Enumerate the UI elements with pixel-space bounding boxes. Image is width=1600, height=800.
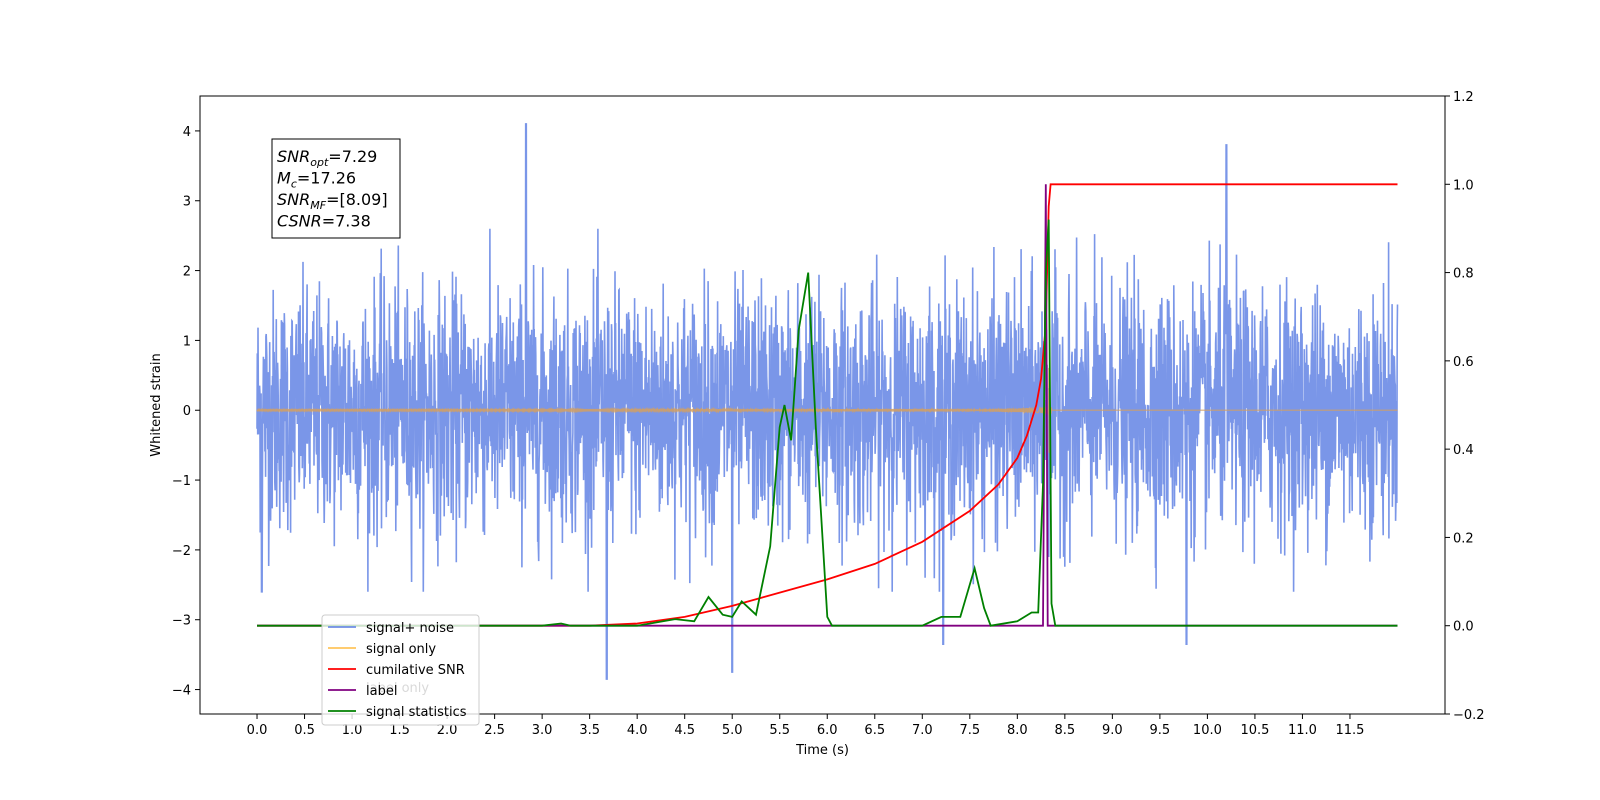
x-tick-label: 6.5	[864, 723, 885, 738]
x-tick-label: 5.0	[722, 723, 743, 738]
x-tick-label: 5.5	[769, 723, 790, 738]
series-signal-only	[256, 367, 1398, 453]
x-axis-label: Time (s)	[795, 743, 849, 758]
x-tick-label: 3.5	[579, 723, 600, 738]
y-axis-left-ticks: 4 3 2 1 0 −1 −2 −3 −4	[172, 125, 200, 699]
x-tick-label: 1.5	[389, 723, 410, 738]
annotation-frame	[271, 138, 401, 239]
y-left-tick-label: −4	[172, 684, 191, 699]
x-axis-ticks: 0.0 0.5 1.0 1.5 2.0 2.5 3.0 3.5 4.0 4.5 5.0 5.5 6.0 6…	[247, 714, 1364, 738]
signal-noise-line	[256, 123, 1399, 680]
x-tick-label: 2.5	[484, 723, 505, 738]
series-layer	[256, 123, 1399, 680]
y-right-tick-label: 0.4	[1453, 443, 1474, 458]
signal-only-line	[256, 367, 1398, 453]
x-tick-label: 8.5	[1055, 723, 1076, 738]
y-left-tick-label: 0	[183, 404, 191, 419]
y-axis-right-ticks: 1.2 1.0 0.8 0.6 0.4 0.2 0.0 −0.2	[1445, 90, 1485, 723]
x-tick-label: 9.5	[1150, 723, 1171, 738]
y-right-tick-label: 1.2	[1453, 90, 1474, 105]
x-tick-label: 7.0	[912, 723, 933, 738]
legend-item-label: label	[366, 684, 397, 699]
y-left-tick-label: −2	[172, 544, 191, 559]
x-tick-label: 7.5	[959, 723, 980, 738]
y-left-tick-label: 2	[183, 265, 191, 280]
annotation-line: Mc=17.26	[277, 169, 356, 191]
legend-hidden-label: label only	[366, 681, 429, 696]
series-signal-statistics	[257, 219, 1398, 627]
x-tick-label: 2.0	[437, 723, 458, 738]
y-left-tick-label: 1	[183, 334, 191, 349]
legend-item-label: cumilative SNR	[366, 663, 465, 678]
y-right-tick-label: 0.8	[1453, 267, 1474, 282]
legend-item-label: signal statistics	[366, 705, 467, 720]
x-tick-label: 8.0	[1007, 723, 1028, 738]
series-line	[257, 219, 1398, 627]
legend-item-label: signal only	[366, 642, 436, 657]
y-right-tick-label: 0.2	[1453, 531, 1474, 546]
x-tick-label: 10.0	[1193, 723, 1222, 738]
series-signal-noise	[256, 123, 1399, 680]
legend-item-label: signal+ noise	[366, 621, 454, 636]
x-tick-label: 10.5	[1240, 723, 1269, 738]
annotation-line: CSNR=7.38	[277, 212, 371, 231]
x-tick-label: 6.0	[817, 723, 838, 738]
x-tick-label: 0.5	[294, 723, 315, 738]
x-tick-label: 3.0	[532, 723, 553, 738]
y-right-tick-label: 0.6	[1453, 355, 1474, 370]
y-axis-label: Whitened strain	[149, 353, 164, 456]
annotation-line: SNRMF=[8.09]	[277, 190, 388, 212]
y-right-tick-label: −0.2	[1453, 708, 1485, 723]
y-right-tick-label: 0.0	[1453, 620, 1474, 635]
legend: label only signal+ noise signal only cumila…	[321, 614, 480, 726]
y-left-tick-label: 3	[183, 195, 191, 210]
x-tick-label: 9.0	[1102, 723, 1123, 738]
y-left-tick-label: 4	[183, 125, 191, 140]
x-tick-label: 4.0	[627, 723, 648, 738]
x-tick-label: 4.5	[674, 723, 695, 738]
x-tick-label: 11.5	[1335, 723, 1364, 738]
y-left-tick-label: −3	[172, 614, 191, 629]
y-right-tick-label: 1.0	[1453, 178, 1474, 193]
x-tick-label: 1.0	[342, 723, 363, 738]
y-left-tick-label: −1	[172, 474, 191, 489]
x-tick-label: 11.0	[1288, 723, 1317, 738]
annotation-line: SNRopt=7.29	[277, 147, 377, 169]
legend-frame	[321, 614, 480, 726]
plot-frame	[199, 95, 1446, 715]
x-tick-label: 0.0	[247, 723, 268, 738]
